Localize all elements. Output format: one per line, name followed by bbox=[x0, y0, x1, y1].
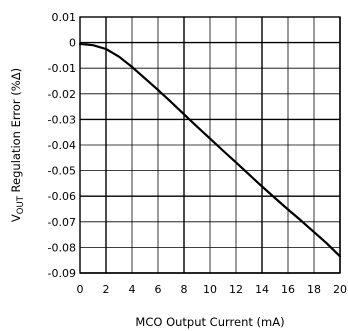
plot-frame bbox=[79, 16, 341, 274]
x-tick-label: 10 bbox=[203, 283, 217, 296]
x-tick-label: 6 bbox=[155, 283, 162, 296]
x-tick-labels: 0 2 4 6 8 10 12 14 16 18 20 bbox=[77, 283, 348, 296]
series-layer bbox=[78, 42, 342, 258]
y-tick-label: -0.08 bbox=[48, 241, 76, 254]
x-tick-label: 16 bbox=[281, 283, 295, 296]
x-tick-label: 4 bbox=[129, 283, 136, 296]
y-axis-label-prefix: V bbox=[9, 214, 23, 222]
y-tick-label: -0.03 bbox=[48, 113, 76, 126]
x-tick-label: 18 bbox=[307, 283, 321, 296]
x-tick-label: 14 bbox=[255, 283, 269, 296]
x-axis-label: MCO Output Current (mA) bbox=[135, 315, 284, 329]
y-tick-label: 0.01 bbox=[52, 11, 77, 24]
series-line-0 bbox=[78, 42, 342, 258]
y-tick-label: 0 bbox=[69, 37, 76, 50]
y-tick-label: -0.01 bbox=[48, 62, 76, 75]
x-tick-label: 0 bbox=[77, 283, 84, 296]
y-tick-label: -0.07 bbox=[48, 216, 76, 229]
x-tick-label: 12 bbox=[229, 283, 243, 296]
x-tick-label: 2 bbox=[103, 283, 110, 296]
y-tick-label: -0.04 bbox=[48, 139, 76, 152]
y-axis-label: VOUT Regulation Error (%Δ) bbox=[9, 68, 26, 222]
y-tick-label: -0.05 bbox=[48, 165, 76, 178]
y-axis-label-subscript: OUT bbox=[16, 195, 26, 214]
y-tick-labels: 0.01 0 -0.01 -0.02 -0.03 -0.04 -0.05 -0.06 -0.07… bbox=[48, 11, 76, 280]
x-tick-label: 8 bbox=[181, 283, 188, 296]
grid bbox=[79, 16, 341, 274]
x-tick-label: 20 bbox=[333, 283, 347, 296]
y-tick-label: -0.06 bbox=[48, 190, 76, 203]
y-tick-label: -0.02 bbox=[48, 88, 76, 101]
y-axis-label-suffix: Regulation Error (%Δ) bbox=[9, 68, 23, 196]
y-tick-label: -0.09 bbox=[48, 267, 76, 280]
